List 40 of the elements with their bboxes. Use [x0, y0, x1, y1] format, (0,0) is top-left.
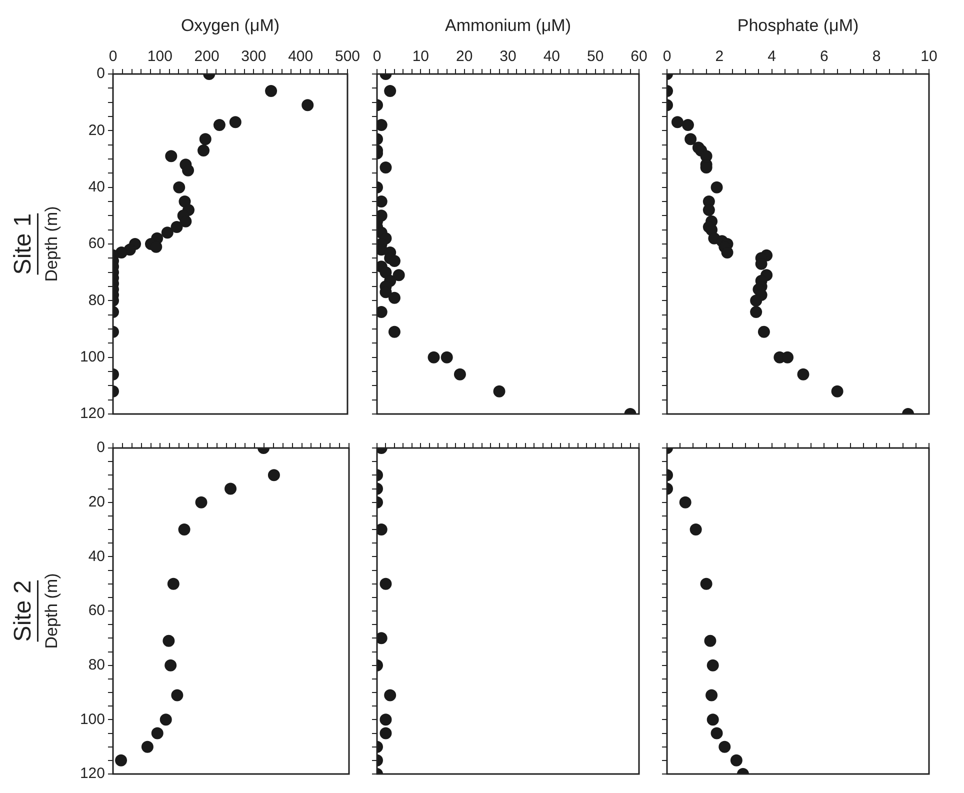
y-tick-label: 60: [88, 235, 105, 252]
x-tick-label: 10: [412, 48, 430, 66]
x-tick-label: 500: [334, 48, 360, 66]
y-tick-label: 100: [80, 348, 105, 366]
x-tick-label: 6: [820, 48, 828, 66]
x-tick-label: 30: [500, 48, 516, 66]
x-axis-title: Phosphate (μM): [737, 16, 859, 35]
x-tick-label: 2: [715, 48, 724, 66]
x-tick-label: 200: [194, 48, 220, 66]
x-tick-label: 50: [586, 48, 604, 66]
y-tick-label: 0: [96, 65, 105, 82]
y-axis-title: Depth (m): [42, 573, 61, 649]
x-tick-label: 40: [543, 48, 560, 66]
x-tick-label: 8: [872, 48, 881, 66]
y-tick-label: 120: [80, 765, 105, 782]
y-axis-title: Depth (m): [42, 206, 61, 282]
text: Site 1: [10, 213, 37, 275]
y-tick-label: 60: [88, 602, 105, 620]
x-tick-label: 20: [456, 48, 473, 66]
x-axis-title: Oxygen (μM): [180, 16, 280, 35]
x-tick-label: 0: [662, 48, 672, 66]
x-tick-label: 100: [147, 48, 172, 66]
x-tick-label: 400: [288, 48, 314, 66]
x-tick-label: 0: [108, 48, 118, 66]
y-tick-label: 80: [88, 656, 105, 674]
y-tick-label: 20: [88, 493, 105, 510]
x-axis-title: Ammonium (μM): [445, 16, 571, 35]
x-tick-label: 10: [920, 48, 938, 66]
x-tick-label: 300: [241, 48, 266, 66]
y-tick-label: 20: [88, 122, 105, 139]
y-tick-label: 100: [80, 710, 105, 728]
y-tick-label: 0: [96, 439, 105, 456]
y-tick-label: 40: [88, 178, 105, 196]
y-tick-label: 80: [88, 292, 105, 309]
y-tick-label: 120: [80, 405, 105, 422]
y-tick-label: 40: [88, 548, 105, 565]
x-tick-label: 4: [768, 48, 776, 66]
x-tick-label: 0: [372, 48, 382, 66]
text: Site 2: [10, 580, 37, 642]
x-tick-label: 60: [630, 48, 648, 66]
